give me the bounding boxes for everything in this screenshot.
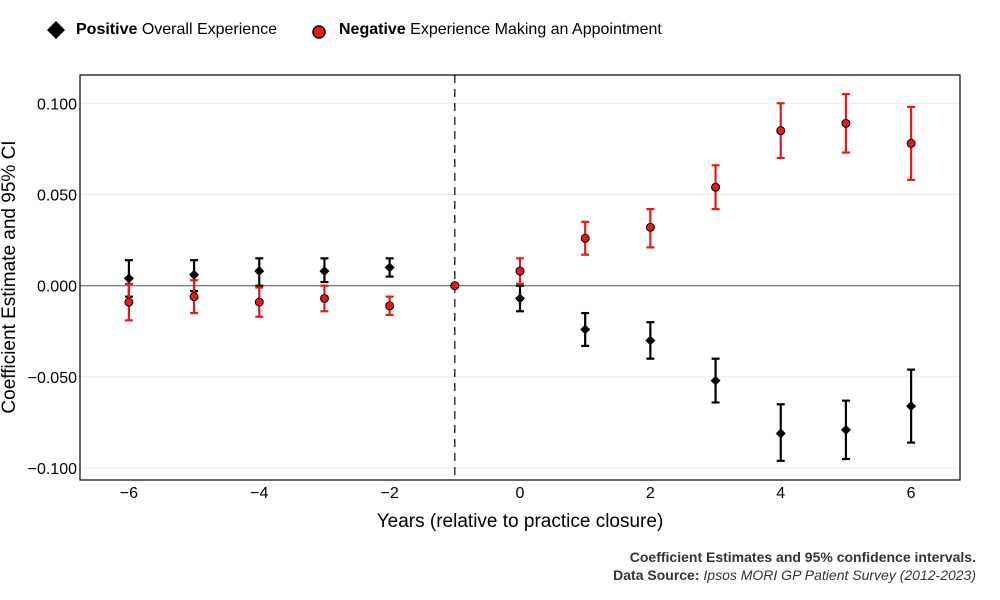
data-point-positive	[254, 266, 265, 277]
x-tick-label: 4	[776, 485, 785, 502]
legend-item-positive: Positive Overall Experience	[44, 18, 277, 42]
data-point-positive	[645, 335, 656, 346]
y-axis-label: Coefficient Estimate and 95% CI	[0, 140, 20, 414]
data-point-negative	[124, 297, 134, 307]
x-axis-label: Years (relative to practice closure)	[376, 511, 664, 532]
x-tick-label: 6	[907, 485, 916, 502]
data-point-negative	[254, 297, 264, 307]
x-tick-label: 2	[646, 485, 655, 502]
x-tick-label: −2	[381, 485, 399, 502]
caption-source-value: Ipsos MORI GP Patient Survey (2012-2023)	[703, 567, 976, 583]
data-point-positive	[515, 293, 525, 304]
data-point-positive	[710, 375, 721, 386]
x-tick-label: 0	[516, 485, 525, 502]
y-tick-label: 0.000	[37, 279, 77, 296]
data-point-negative	[841, 118, 851, 128]
data-point-negative	[580, 233, 590, 243]
data-point-negative	[450, 281, 460, 291]
data-point-negative	[711, 182, 721, 192]
data-point-positive	[906, 401, 917, 412]
y-tick-label: 0.100	[37, 96, 77, 113]
y-tick-label: −0.050	[28, 370, 77, 387]
legend-negative-bold: Negative	[338, 21, 406, 38]
legend-positive-label: Overall Experience	[141, 21, 277, 38]
data-point-negative	[645, 222, 655, 232]
data-point-negative	[319, 293, 329, 303]
data-point-positive	[384, 262, 395, 273]
caption-source-label: Data Source:	[613, 567, 700, 583]
legend-item-negative: Negative Experience Making an Appointmen…	[307, 18, 662, 42]
circle-icon	[312, 25, 326, 39]
caption-line1: Coefficient Estimates and 95% confidence…	[629, 549, 976, 565]
data-point-positive	[840, 424, 851, 435]
data-point-positive	[319, 266, 330, 277]
caption: Coefficient Estimates and 95% confidence…	[613, 548, 976, 584]
legend: Positive Overall Experience Negative Exp…	[44, 18, 692, 42]
legend-negative-label: Experience Making an Appointment	[410, 21, 662, 38]
data-point-negative	[776, 126, 786, 136]
data-point-positive	[580, 324, 591, 335]
data-point-positive	[775, 428, 786, 439]
diamond-icon	[47, 21, 65, 39]
data-point-positive	[123, 273, 134, 284]
data-point-positive	[189, 269, 200, 280]
legend-positive-bold: Positive	[76, 21, 138, 38]
plot-frame	[79, 74, 961, 481]
data-point-negative	[385, 301, 395, 311]
x-tick-label: −4	[250, 485, 268, 502]
y-tick-label: −0.100	[28, 461, 77, 478]
y-tick-label: 0.050	[37, 187, 77, 204]
data-point-negative	[515, 266, 525, 276]
data-point-negative	[906, 138, 916, 148]
data-point-negative	[189, 292, 199, 302]
x-tick-label: −6	[120, 485, 138, 502]
